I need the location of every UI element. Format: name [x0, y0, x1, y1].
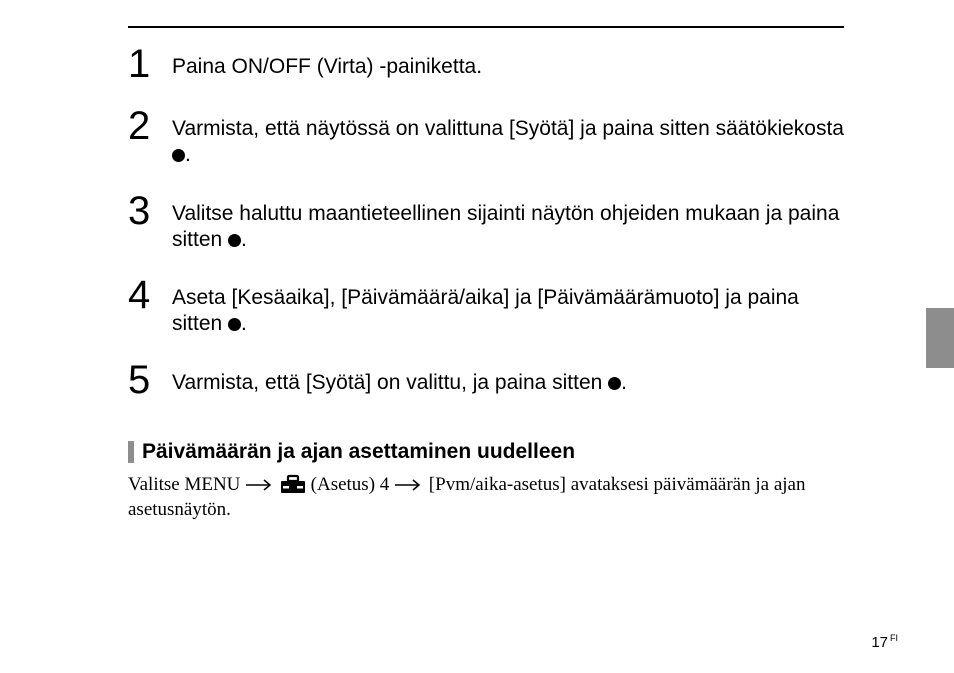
side-tab: [926, 308, 954, 368]
arrow-right-icon: [245, 479, 275, 491]
step-text: Valitse haluttu maantieteellinen sijaint…: [172, 191, 844, 254]
step-3: 3 Valitse haluttu maantieteellinen sijai…: [128, 191, 844, 254]
document-page: 1 Paina ON/OFF (Virta) -painiketta. 2 Va…: [0, 0, 954, 673]
step-5: 5 Varmista, että [Syötä] on valittu, ja …: [128, 360, 844, 400]
step-text-content: Valitse haluttu maantieteellinen sijaint…: [172, 202, 839, 251]
subheading-bar-icon: [128, 441, 134, 463]
page-number-value: 17: [871, 634, 888, 651]
step-2: 2 Varmista, että näytössä on valittuna […: [128, 106, 844, 169]
page-lang: FI: [890, 633, 898, 643]
step-number: 2: [128, 106, 172, 146]
select-dot-icon: [228, 234, 241, 247]
step-4: 4 Aseta [Kesäaika], [Päivämäärä/aika] ja…: [128, 275, 844, 338]
step-text-content: Varmista, että näytössä on valittuna [Sy…: [172, 117, 844, 140]
step-number: 4: [128, 275, 172, 315]
select-dot-icon: [172, 149, 185, 162]
step-text: Varmista, että [Syötä] on valittu, ja pa…: [172, 360, 627, 396]
step-number: 5: [128, 360, 172, 400]
step-text: Paina ON/OFF (Virta) -painiketta.: [172, 44, 482, 80]
body-part-1: Valitse MENU: [128, 474, 245, 495]
subheading-row: Päivämäärän ja ajan asettaminen uudellee…: [128, 440, 844, 464]
step-text-content: Paina ON/OFF (Virta) -painiketta.: [172, 55, 482, 78]
step-number: 1: [128, 44, 172, 84]
select-dot-icon: [608, 377, 621, 390]
body-part-2: (Asetus) 4: [306, 474, 394, 495]
step-text: Aseta [Kesäaika], [Päivämäärä/aika] ja […: [172, 275, 844, 338]
top-rule: [128, 26, 844, 28]
arrow-right-icon: [394, 479, 424, 491]
step-1: 1 Paina ON/OFF (Virta) -painiketta.: [128, 44, 844, 84]
step-text-content: Aseta [Kesäaika], [Päivämäärä/aika] ja […: [172, 286, 799, 335]
body-paragraph: Valitse MENU (Asetus) 4 [Pvm/aika-asetus…: [128, 472, 844, 523]
step-text-content: Varmista, että [Syötä] on valittu, ja pa…: [172, 371, 608, 394]
toolbox-icon: [280, 474, 306, 494]
step-text: Varmista, että näytössä on valittuna [Sy…: [172, 106, 844, 169]
page-number: 17FI: [871, 633, 898, 651]
subheading: Päivämäärän ja ajan asettaminen uudellee…: [142, 440, 575, 464]
step-number: 3: [128, 191, 172, 231]
select-dot-icon: [228, 318, 241, 331]
